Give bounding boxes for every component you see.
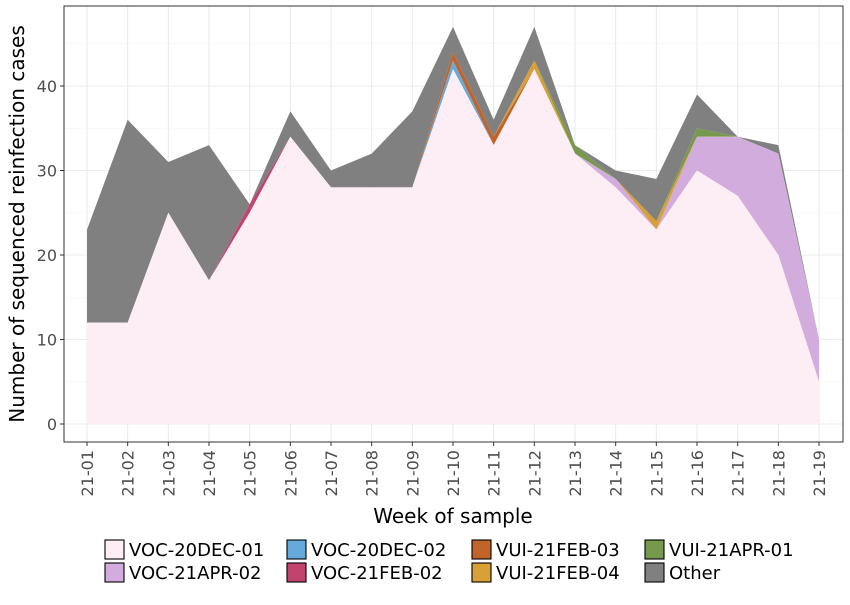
legend-label: VOC-20DEC-01 <box>129 540 264 561</box>
y-tick-label: 30 <box>37 162 57 181</box>
area-series-layer <box>87 26 819 424</box>
legend-label: Other <box>669 563 721 584</box>
x-tick-label: 21-16 <box>688 450 707 497</box>
legend-item: VUI-21APR-01 <box>644 539 794 561</box>
y-tick-label: 0 <box>47 415 57 434</box>
legend-item: VOC-21APR-02 <box>104 562 261 584</box>
x-tick-label: 21-19 <box>810 450 829 497</box>
x-tick-label: 21-14 <box>607 450 626 497</box>
axes: 0 10 20 30 40 21-01 21-02 21-03 21-04 21-05 21-06 2… <box>37 77 829 497</box>
legend-label: VOC-20DEC-02 <box>311 540 446 561</box>
legend-label: VOC-21APR-02 <box>129 563 261 584</box>
x-tick-label: 21-03 <box>159 450 178 497</box>
legend: VOC-20DEC-01 VOC-20DEC-02 VUI-21FEB-03 VUI-… <box>104 539 794 584</box>
x-tick-label: 21-13 <box>566 450 585 497</box>
legend-label: VUI-21APR-01 <box>669 540 794 561</box>
legend-label: VUI-21FEB-04 <box>496 563 620 584</box>
legend-key <box>286 539 307 560</box>
x-axis-title: Week of sample <box>373 504 533 528</box>
x-tick-label: 21-08 <box>363 450 382 497</box>
area-voc-20dec-01 <box>87 69 819 424</box>
x-tick-label: 21-09 <box>403 450 422 497</box>
legend-item: VOC-20DEC-02 <box>286 539 446 561</box>
x-tick-label: 21-18 <box>769 450 788 497</box>
area-other <box>87 26 819 340</box>
legend-label: VUI-21FEB-03 <box>496 540 620 561</box>
x-tick-label: 21-02 <box>119 450 138 497</box>
legend-item: VOC-20DEC-01 <box>104 539 264 561</box>
x-tick-label: 21-10 <box>444 450 463 497</box>
x-tick-label: 21-05 <box>241 450 260 497</box>
legend-key <box>471 562 492 583</box>
y-tick-label: 10 <box>37 331 57 350</box>
x-tick-label: 21-12 <box>525 450 544 497</box>
legend-item: VUI-21FEB-04 <box>471 562 620 584</box>
legend-key <box>104 562 125 583</box>
legend-key <box>644 562 665 583</box>
legend-key <box>286 562 307 583</box>
legend-item: VUI-21FEB-03 <box>471 539 620 561</box>
legend-item: Other <box>644 562 721 584</box>
legend-key <box>471 539 492 560</box>
x-tick-label: 21-01 <box>78 450 97 497</box>
x-tick-label: 21-06 <box>281 450 300 497</box>
y-axis-title: Number of sequenced reinfection cases <box>5 25 29 423</box>
x-tick-label: 21-11 <box>485 450 504 497</box>
x-tick-label: 21-07 <box>322 450 341 497</box>
legend-item: VOC-21FEB-02 <box>286 562 443 584</box>
x-tick-label: 21-15 <box>647 450 666 497</box>
y-tick-label: 20 <box>37 246 57 265</box>
x-tick-label: 21-17 <box>729 450 748 497</box>
legend-key <box>644 539 665 560</box>
y-tick-label: 40 <box>37 77 57 96</box>
x-tick-label: 21-04 <box>200 450 219 497</box>
legend-label: VOC-21FEB-02 <box>311 563 443 584</box>
legend-key <box>104 539 125 560</box>
